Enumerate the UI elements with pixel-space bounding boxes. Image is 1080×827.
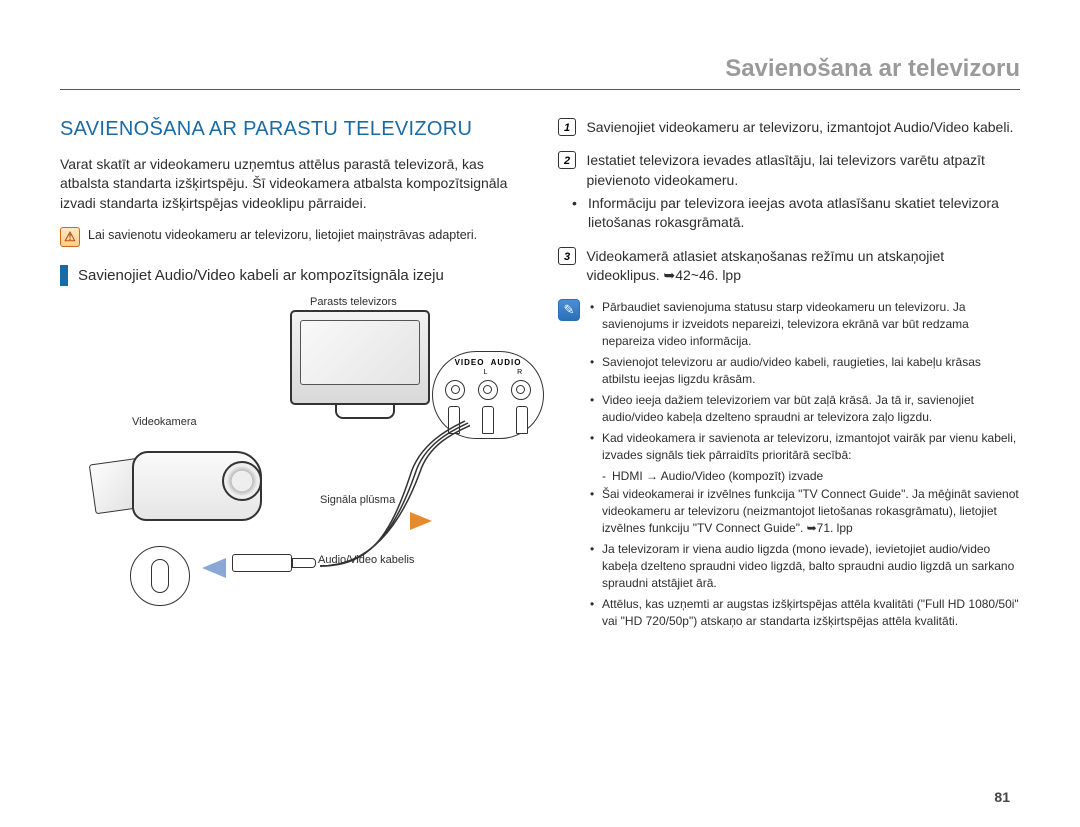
step-number-icon: 2 <box>558 151 576 169</box>
arrow-right-icon <box>410 512 432 530</box>
section-title: SAVIENOŠANA AR PARASTU TELEVIZORU <box>60 118 522 141</box>
rca-plug-icon <box>516 406 528 434</box>
rca-plug-icon <box>482 406 494 434</box>
video-jack-icon <box>445 380 465 400</box>
page-header: Savienošana ar televizoru <box>60 55 1020 90</box>
note-item: Video ieeja dažiem televizoriem var būt … <box>590 392 1020 426</box>
note-item: Attēlus, kas uzņemti ar augstas izšķirts… <box>590 596 1020 630</box>
tv-illustration <box>290 310 440 420</box>
jack-r-label: R <box>517 369 522 376</box>
note-sub-item: HDMI → Audio/Video (kompozīt) izvade <box>590 468 1020 485</box>
page-number: 81 <box>994 789 1010 805</box>
step-1: 1 Savienojiet videokameru ar televizoru,… <box>558 118 1020 137</box>
step-2-bullet: Informāciju par televizora ieejas avota … <box>558 194 1020 233</box>
arrow-left-icon <box>202 558 226 578</box>
audio-r-jack-icon <box>511 380 531 400</box>
note-icon: ✎ <box>558 299 580 321</box>
two-column-layout: SAVIENOŠANA AR PARASTU TELEVIZORU Varat … <box>60 118 1020 634</box>
note-item: Kad videokamera ir savienota ar televizo… <box>590 430 1020 464</box>
jack-l-label: L <box>484 369 488 376</box>
step-2: 2 Iestatiet televizora ievades atlasītāj… <box>558 151 1020 232</box>
intro-text: Varat skatīt ar videokameru uzņemtus att… <box>60 155 522 213</box>
cable-label: Audio/Video kabelis <box>318 554 414 566</box>
manual-page: Savienošana ar televizoru SAVIENOŠANA AR… <box>0 0 1080 827</box>
warning-icon: ⚠ <box>60 227 80 247</box>
connection-diagram: Parasts televizors VIDEO AUDIO L R <box>60 296 522 606</box>
mini-plug-icon <box>232 554 292 572</box>
note-list: Pārbaudiet savienojuma statusu starp vid… <box>590 299 1020 634</box>
left-column: SAVIENOŠANA AR PARASTU TELEVIZORU Varat … <box>60 118 522 634</box>
tv-label: Parasts televizors <box>310 296 397 308</box>
right-column: 1 Savienojiet videokameru ar televizoru,… <box>558 118 1020 634</box>
sub-heading: Savienojiet Audio/Video kabeli ar kompoz… <box>60 265 522 286</box>
av-port-icon <box>151 559 169 593</box>
step-3-text: Videokamerā atlasiet atskaņošanas režīmu… <box>586 247 1018 286</box>
warning-text: Lai savienotu videokameru ar televizoru,… <box>88 227 477 247</box>
note-item: Pārbaudiet savienojuma statusu starp vid… <box>590 299 1020 350</box>
audio-l-jack-icon <box>478 380 498 400</box>
port-callout <box>130 546 190 606</box>
note-item: Ja televizoram ir viena audio ligzda (mo… <box>590 541 1020 592</box>
signal-flow-label: Signāla plūsma <box>320 494 395 506</box>
jack-video-label: VIDEO <box>455 358 485 367</box>
warning-row: ⚠ Lai savienotu videokameru ar televizor… <box>60 227 522 247</box>
note-box: ✎ Pārbaudiet savienojuma statusu starp v… <box>558 299 1020 634</box>
mini-plug-tip-icon <box>292 558 316 568</box>
camcorder-label: Videokamera <box>132 416 197 428</box>
jack-audio-label: AUDIO <box>491 358 522 367</box>
step-3: 3 Videokamerā atlasiet atskaņošanas režī… <box>558 247 1020 286</box>
step-1-text: Savienojiet videokameru ar televizoru, i… <box>586 118 1018 137</box>
note-item: Šai videokamerai ir izvēlnes funkcija "T… <box>590 486 1020 537</box>
step-2-text: Iestatiet televizora ievades atlasītāju,… <box>586 151 1018 190</box>
note-item: Savienojot televizoru ar audio/video kab… <box>590 354 1020 388</box>
step-number-icon: 3 <box>558 247 576 265</box>
step-number-icon: 1 <box>558 118 576 136</box>
